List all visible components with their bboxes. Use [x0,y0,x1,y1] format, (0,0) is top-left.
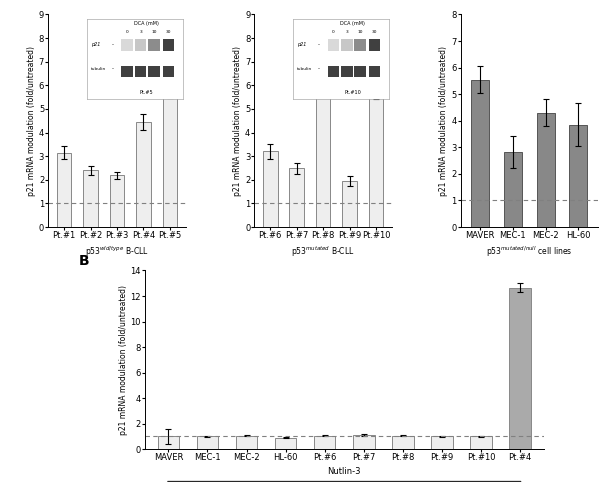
Bar [392,436,414,449]
Bar [275,438,297,449]
Bar [263,152,278,227]
Bar [471,80,489,227]
Bar [342,181,357,227]
Bar [431,437,453,449]
Bar [316,73,330,227]
Bar [136,122,151,227]
Bar [110,175,124,227]
Y-axis label: p21 mRNA modulation (fold/untreated): p21 mRNA modulation (fold/untreated) [439,46,448,196]
Bar [289,169,304,227]
Bar [368,92,384,227]
X-axis label: p53$^{mutated/null}$ cell lines: p53$^{mutated/null}$ cell lines [486,244,573,259]
Bar [57,153,71,227]
X-axis label: p53$^{mutated}$ B-CLL: p53$^{mutated}$ B-CLL [291,244,355,259]
Bar [504,152,522,227]
Y-axis label: p21 mRNA modulation (fold/untreated): p21 mRNA modulation (fold/untreated) [118,285,127,435]
Bar [353,435,374,449]
Text: B: B [79,254,89,268]
Bar [536,113,554,227]
Bar [314,436,335,449]
Bar [509,288,531,449]
Bar [162,92,177,227]
Y-axis label: p21 mRNA modulation (fold/untreated): p21 mRNA modulation (fold/untreated) [27,46,36,196]
Y-axis label: p21 mRNA modulation (fold/untreated): p21 mRNA modulation (fold/untreated) [233,46,242,196]
X-axis label: Nutlin-3: Nutlin-3 [327,467,361,476]
X-axis label: p53$^{wld/type}$ B-CLL: p53$^{wld/type}$ B-CLL [85,244,149,259]
Bar [471,437,492,449]
Bar [197,437,218,449]
Bar [158,437,179,449]
Bar [83,170,98,227]
Bar [570,125,587,227]
Bar [236,436,257,449]
